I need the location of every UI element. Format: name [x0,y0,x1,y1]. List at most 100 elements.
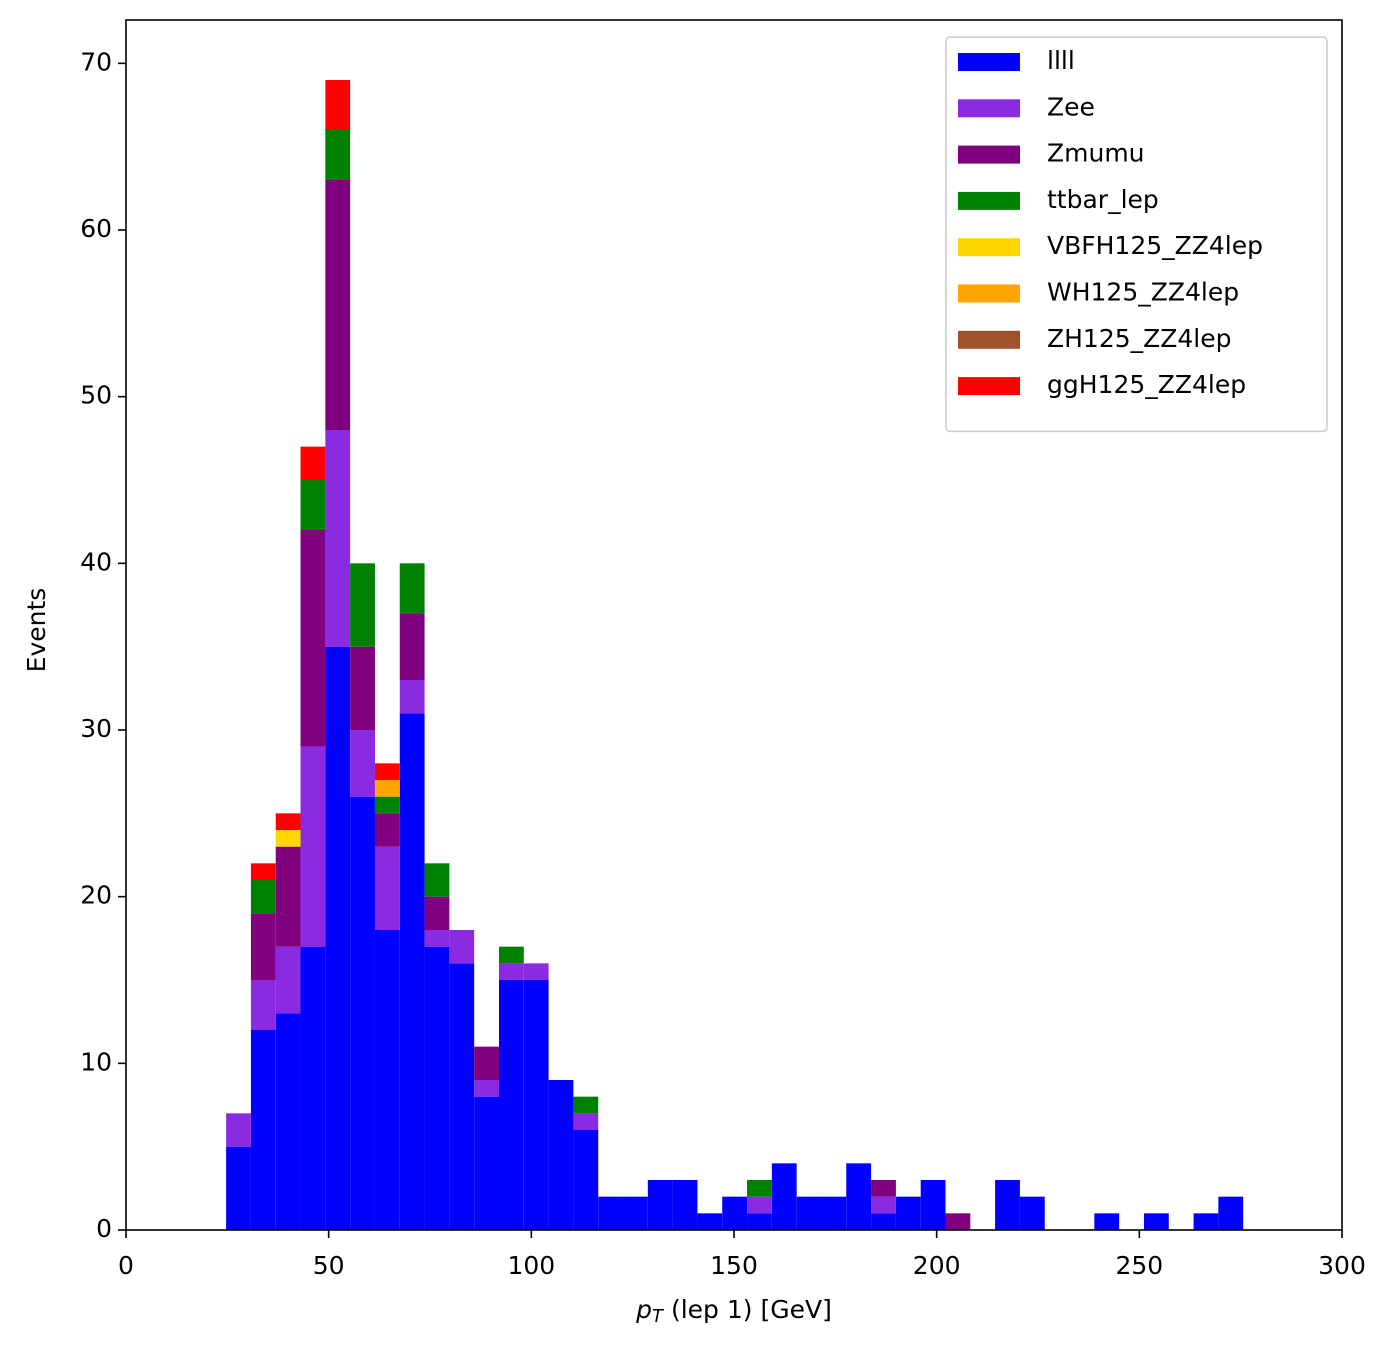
bar-segment [399,613,425,680]
bar-segment [325,646,351,1230]
bar-segment [424,946,450,1230]
bar-segment [474,1096,499,1230]
bar-segment [350,563,375,647]
bar-segment [474,1046,499,1080]
y-tick-label: 20 [80,881,112,910]
x-tick-label: 50 [313,1251,345,1280]
bar-segment [300,446,326,480]
bar-segment [325,180,351,430]
bar-segment [498,946,524,964]
bar-segment [1143,1213,1169,1230]
bar-segment [250,1030,276,1230]
bar-segment [523,963,549,980]
legend-box [945,36,1328,433]
bar-segment [1019,1196,1045,1230]
bar-segment [747,1213,772,1230]
bar-segment [623,1196,648,1230]
bar-segment [821,1196,847,1230]
bar-segment [300,530,326,747]
bar-segment [374,796,400,814]
bar-segment [1094,1213,1120,1230]
bar-segment [796,1196,822,1230]
bar-segment [399,713,425,1230]
bar-segment [871,1213,896,1230]
bar-segment [1218,1196,1244,1230]
legend-label: WH125_ZZ4lep [1047,278,1239,307]
bar-segment [573,1113,599,1130]
bar-segment [747,1196,772,1214]
bar-segment [449,963,475,1230]
x-tick-label: 150 [710,1251,758,1280]
x-tick-label: 300 [1318,1251,1366,1280]
bar-segment [573,1096,599,1114]
x-axis-label: pT (lep 1) [GeV] [635,1295,832,1327]
y-tick-label: 30 [80,714,112,743]
bar-segment [697,1213,723,1230]
legend-swatch [958,284,1020,303]
y-tick-label: 50 [80,381,112,410]
legend-label: ttbar_lep [1047,185,1159,214]
bar-segment [374,780,400,797]
bar-segment [226,1146,251,1230]
bar-segment [771,1163,797,1230]
bar-segment [548,1080,574,1230]
legend-swatch [958,191,1020,210]
bar-segment [945,1213,971,1230]
bar-segment [250,980,276,1030]
bar-segment [250,863,276,880]
bar-segment [374,763,400,780]
bar-segment [325,80,351,130]
bar-segment [498,963,524,980]
x-tick-label: 200 [913,1251,961,1280]
legend-label: llll [1047,46,1075,75]
bar-segment [573,1130,599,1230]
bar-segment [350,730,375,797]
bar-segment [275,830,301,847]
bar-segment [474,1080,499,1097]
bar-segment [275,846,301,947]
bar-segment [275,946,301,1014]
legend-swatch [958,53,1020,71]
legend-label: Zmumu [1047,139,1145,168]
legend-swatch [958,330,1020,349]
bar-segment [424,863,450,897]
bar-segment [424,896,450,930]
bar-segment [598,1196,624,1230]
bar-segment [498,980,524,1230]
bar-segment [300,946,326,1230]
bar-segment [424,930,450,947]
bar-segment [275,813,301,830]
y-tick-label: 70 [80,47,112,76]
bar-segment [846,1163,872,1230]
x-tick-label: 250 [1115,1251,1163,1280]
y-tick-label: 60 [80,214,112,243]
legend-swatch [958,145,1020,164]
bar-segment [449,930,475,964]
bar-segment [374,846,400,930]
legend-label: Zee [1047,92,1095,121]
bar-segment [672,1180,698,1230]
bar-segment [374,930,400,1230]
legend-label: VBFH125_ZZ4lep [1047,231,1263,260]
bar-segment [250,913,276,980]
bar-segment [300,480,326,530]
bar-segment [275,1013,301,1230]
y-tick-label: 10 [80,1047,112,1076]
bar-segment [995,1180,1020,1230]
bar-segment [647,1180,673,1230]
bar-segment [300,746,326,947]
bar-segment [325,430,351,647]
y-axis-label: Events [22,588,51,673]
bar-segment [250,880,276,914]
legend-label: ggH125_ZZ4lep [1047,370,1246,399]
legend-swatch [958,377,1020,396]
bar-segment [226,1113,251,1147]
bar-segment [523,980,549,1230]
bar-segment [399,563,425,614]
bar-segment [350,646,375,730]
bar-segment [722,1196,748,1230]
bar-segment [895,1196,921,1230]
bar-segment [871,1196,896,1214]
legend-swatch [958,99,1020,118]
x-tick-label: 0 [118,1251,134,1280]
